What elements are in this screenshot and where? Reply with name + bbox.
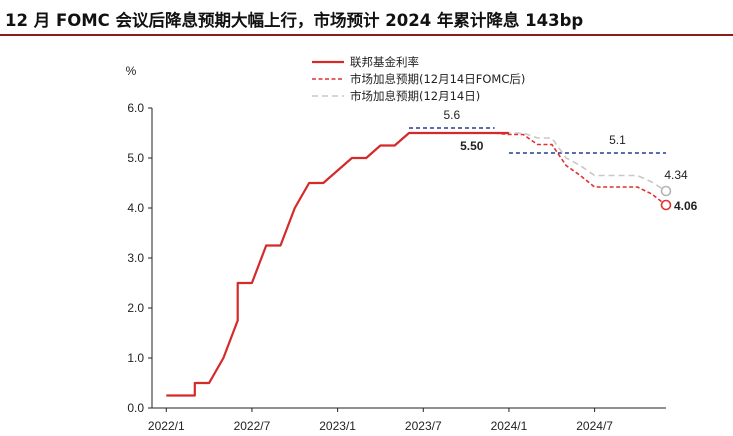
series-line-2 xyxy=(494,132,667,192)
annotation-label: 5.50 xyxy=(460,139,484,153)
y-tick-label: 6.0 xyxy=(127,101,144,115)
x-tick-label: 2022/7 xyxy=(234,419,271,433)
x-tick-label: 2023/1 xyxy=(319,419,356,433)
x-tick-label: 2023/7 xyxy=(405,419,442,433)
y-tick-label: 0.0 xyxy=(127,401,144,415)
x-tick-label: 2024/7 xyxy=(576,419,613,433)
y-tick-label: 5.0 xyxy=(127,151,144,165)
annotations: 5.50 4.06 4.34 xyxy=(460,139,698,213)
reference-lines: 5.6 5.1 xyxy=(409,108,666,154)
y-axis-unit-label: % xyxy=(126,64,137,78)
legend-label-1: 市场加息预期(12月14日FOMC后) xyxy=(350,72,525,86)
title-bar: 12 月 FOMC 会议后降息预期大幅上行，市场预计 2024 年累计降息 14… xyxy=(0,0,733,36)
series-line-1 xyxy=(494,132,667,206)
x-tick-label: 2022/1 xyxy=(148,419,185,433)
reference-line-label: 5.6 xyxy=(443,108,460,122)
y-tick-label: 2.0 xyxy=(127,301,144,315)
y-tick-label: 3.0 xyxy=(127,251,144,265)
series-line-0 xyxy=(166,131,509,397)
chart-axes: 0.0 1.0 2.0 3.0 4.0 5.0 6.0% 2022/1 2022/7 2023/1… xyxy=(126,64,666,433)
y-tick-label: 4.0 xyxy=(127,201,144,215)
reference-line-label: 5.1 xyxy=(609,133,626,147)
x-tick-label: 2024/1 xyxy=(491,419,528,433)
chart-title: 12 月 FOMC 会议后降息预期大幅上行，市场预计 2024 年累计降息 14… xyxy=(5,11,584,30)
legend-label-2: 市场加息预期(12月14日) xyxy=(350,89,480,103)
annotation-label: 4.34 xyxy=(664,168,688,182)
annotation-label: 4.06 xyxy=(674,199,698,213)
y-tick-label: 1.0 xyxy=(127,351,144,365)
series-group xyxy=(166,131,667,397)
legend-label-0: 联邦基金利率 xyxy=(350,55,419,69)
endpoint-marker xyxy=(660,199,672,211)
endpoint-marker xyxy=(660,185,672,197)
